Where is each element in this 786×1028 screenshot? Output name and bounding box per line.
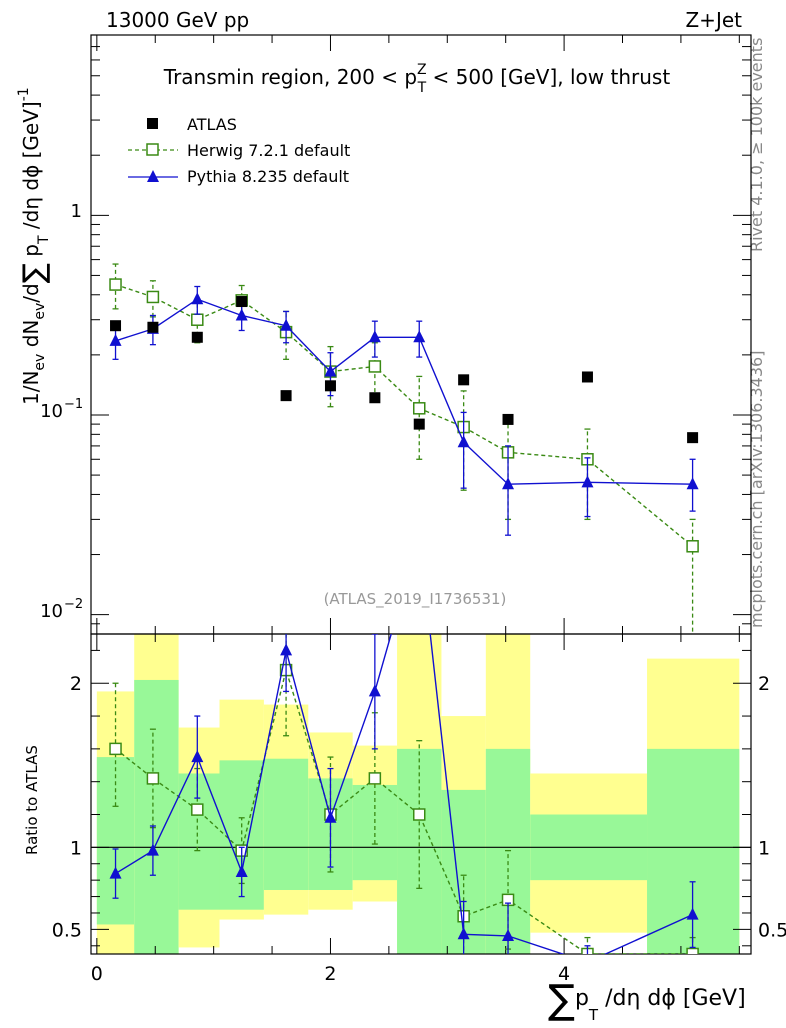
ratio-band-green-2 — [178, 773, 220, 910]
main-pythia-point — [413, 330, 426, 343]
main-pythia-point — [324, 364, 337, 377]
main-atlas-point — [369, 392, 381, 404]
ratio-herwig-point — [191, 803, 204, 816]
main-herwig-point — [191, 313, 204, 326]
ratio-xtick-label: 0 — [91, 963, 103, 985]
ratio-pythia-point — [502, 928, 515, 941]
ratio-axis-ticks — [91, 634, 751, 954]
main-atlas-point — [458, 374, 470, 386]
ratio-band-green-4 — [263, 758, 309, 890]
legend: ATLAS Herwig 7.2.1 default Pythia 8.235 … — [128, 115, 350, 186]
ratio-pythia-point — [146, 843, 159, 856]
main-pythia-point — [686, 477, 699, 490]
main-pythia-point — [191, 292, 204, 305]
ratio-herwig-point — [109, 742, 122, 756]
main-pythia-line — [115, 298, 693, 485]
ratio-pythia-point — [235, 864, 248, 877]
ratio-pythia-point — [368, 684, 381, 697]
legend-pythia-label: Pythia 8.235 default — [187, 167, 349, 186]
ratio-ytick-label-left: 1 — [70, 837, 82, 859]
ratio-y-axis-label: Ratio to ATLAS — [23, 745, 41, 855]
main-herwig-point — [146, 290, 160, 304]
analysis-watermark: (ATLAS_2019_I1736531) — [324, 590, 507, 609]
legend-atlas-marker — [147, 118, 158, 129]
ratio-tick-labels: 0.5 0.5 1 1 2 2 0 2 4 — [52, 673, 786, 985]
ratio-xtick-label: 2 — [324, 963, 336, 985]
ratio-pythia-point — [109, 866, 122, 879]
main-atlas-point — [324, 380, 336, 392]
main-ytick-label-0p1: 10 — [40, 401, 63, 422]
main-pythia-point — [368, 330, 381, 343]
x-axis-label: ∑pT /dη dϕ [GeV] — [548, 977, 746, 1024]
main-axis-ticks — [91, 34, 751, 635]
main-herwig-point — [412, 402, 426, 415]
header-left: 13000 GeV pp — [106, 8, 249, 32]
ratio-ytick-label-right: 0.5 — [758, 919, 786, 941]
ratio-ytick-label-right: 1 — [758, 837, 770, 859]
main-atlas-point — [280, 390, 292, 402]
main-atlas-point — [147, 321, 159, 333]
main-atlas-point — [581, 371, 593, 383]
ratio-herwig-line — [115, 667, 693, 954]
ratio-ytick-label-left: 0.5 — [52, 919, 82, 941]
ratio-data-layer — [109, 529, 699, 967]
ratio-pythia-point — [324, 810, 337, 823]
main-ytick-label-0p01: 10 — [40, 601, 63, 622]
ratio-ytick-label-left: 2 — [70, 673, 82, 695]
ratio-pythia-point — [413, 529, 425, 541]
main-pythia-point — [581, 475, 594, 488]
ratio-herwig-point — [146, 772, 160, 785]
main-atlas-point — [687, 432, 699, 444]
main-pythia-point — [109, 333, 122, 346]
ratio-ytick-label-right: 2 — [758, 673, 770, 695]
main-herwig-point — [109, 278, 122, 291]
legend-herwig-marker — [146, 143, 159, 156]
header-right: Z+Jet — [685, 8, 742, 32]
ratio-herwig-point — [368, 772, 382, 785]
ratio-pythia-point — [280, 643, 293, 656]
legend-atlas-label: ATLAS — [187, 115, 237, 134]
ratio-herwig-point — [686, 947, 699, 954]
ratio-uncertainty-bands — [96, 634, 740, 954]
main-atlas-point — [236, 296, 248, 308]
main-herwig-line — [115, 283, 694, 547]
main-ytick-label-0p1-exp: −1 — [64, 397, 83, 412]
legend-pythia-marker — [147, 170, 159, 182]
ratio-pythia-line — [115, 634, 693, 954]
ratio-plot-frame — [90, 633, 752, 955]
legend-herwig-label: Herwig 7.2.1 default — [187, 141, 350, 160]
ratio-band-green-1 — [134, 679, 179, 954]
main-herwig-point — [686, 540, 699, 553]
main-atlas-point — [191, 331, 203, 343]
main-atlas-point — [110, 320, 122, 332]
ratio-pythia-point — [457, 927, 470, 940]
main-y-axis-label: 1/Nev dNev/d∑ pT /dη dϕ [GeV]-1 — [16, 87, 52, 405]
ratio-pythia-point — [191, 750, 204, 763]
ratio-herwig-point — [412, 808, 426, 821]
side-label-mcplots: mcplots.cern.ch [arXiv:1306.3436] — [747, 351, 766, 628]
main-pythia-point — [235, 308, 248, 321]
main-pythia-point — [280, 318, 293, 331]
main-pythia-point — [457, 435, 470, 448]
ratio-xtick-label: 4 — [558, 963, 570, 985]
main-plot-title: Transmin region, 200 < pZ T < 500 [GeV], … — [163, 62, 671, 96]
main-atlas-point — [413, 418, 425, 430]
main-data-layer — [109, 263, 699, 634]
ratio-pythia-point — [581, 955, 593, 967]
ratio-pythia-point — [686, 907, 699, 920]
main-herwig-point — [368, 360, 382, 373]
side-label-rivet: Rivet 4.1.0, ≥ 100k events — [747, 38, 766, 252]
main-ytick-label-0p01-exp: −2 — [64, 597, 83, 612]
main-ytick-label-1: 1 — [71, 201, 82, 222]
main-atlas-point — [502, 413, 514, 425]
main-pythia-point — [502, 477, 515, 490]
